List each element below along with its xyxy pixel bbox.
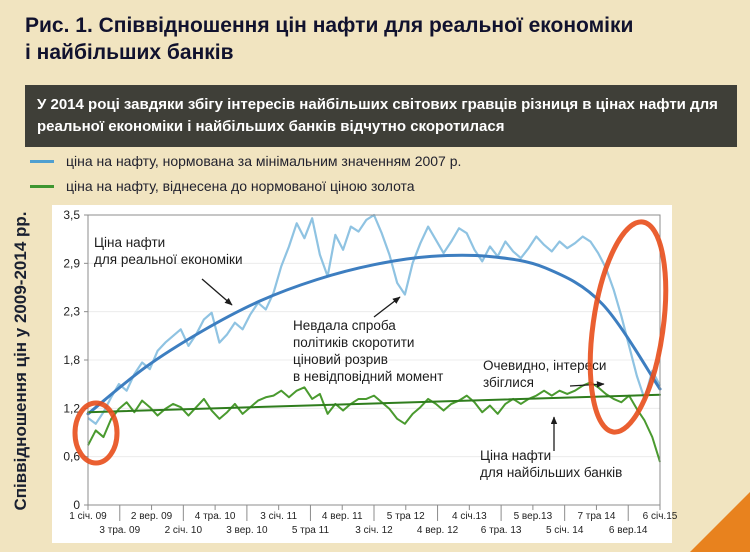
highlight-ellipse	[72, 400, 120, 466]
x-tick-label: 7 тра 14	[577, 511, 615, 522]
highlight-ellipse	[587, 219, 669, 435]
x-tick-label: 5 тра 11	[292, 525, 330, 536]
y-tick-label: 0,6	[63, 450, 80, 464]
figure-title-line1: Рис. 1. Співвідношення цін нафти для реа…	[25, 14, 634, 37]
annotation-arrow	[373, 296, 401, 318]
y-tick-label: 2,3	[63, 305, 80, 319]
legend-item-oil-normalized: ціна на нафту, нормована за мінімальним …	[30, 153, 461, 169]
series-oil-price-normalized-trend	[86, 253, 662, 416]
y-tick-label: 3,5	[63, 208, 80, 222]
subtitle-text: У 2014 році завдяки збігу інтересів найб…	[37, 96, 718, 135]
chart-annotation: Ціна нафти для найбільших банків	[480, 448, 622, 480]
x-tick-label: 3 січ. 11	[260, 511, 297, 522]
legend-label: ціна на нафту, нормована за мінімальним …	[66, 153, 462, 169]
legend-label: ціна на нафту, віднесена до нормованої ц…	[66, 178, 415, 194]
x-tick-label: 3 січ. 12	[355, 525, 393, 536]
x-tick-label: 1 січ. 09	[69, 511, 107, 522]
x-tick-label: 4 січ.13	[452, 511, 487, 522]
x-tick-label: 4 вер. 12	[417, 525, 459, 536]
x-tick-label: 4 тра. 10	[195, 511, 236, 522]
chart-annotation: Невдала спроба політиків скоротити ціновий…	[293, 318, 443, 384]
x-tick-label: 6 тра. 13	[481, 525, 522, 536]
x-tick-label: 5 вер.13	[514, 511, 553, 522]
corner-decoration	[690, 492, 750, 552]
price-ratio-chart: 3,5 2,9 2,3 1,8 1,2 0,6 0 1 січ. 09 3 тра. 09 2 в…	[30, 205, 740, 550]
annotation-arrow	[569, 381, 605, 388]
x-tick-label: 2 вер. 09	[131, 511, 173, 522]
series-oil-price-to-gold-trend	[87, 393, 661, 414]
legend-swatch-green	[30, 184, 54, 188]
x-tick-label: 5 січ. 14	[546, 525, 584, 536]
x-tick-label: 4 вер. 11	[322, 511, 363, 522]
chart-panel	[52, 205, 672, 543]
chart-annotation: Очевидно, інтереси збіглися	[483, 358, 606, 390]
y-tick-label: 0	[73, 498, 80, 512]
figure-title: Рис. 1. Співвідношення цін нафти для реа…	[25, 12, 725, 67]
x-tick-label: 3 вер. 10	[226, 525, 268, 536]
x-tick-label: 6 вер.14	[609, 525, 648, 536]
chart-legend: ціна на нафту, нормована за мінімальним …	[30, 153, 461, 203]
subtitle-box: У 2014 році завдяки збігу інтересів найб…	[25, 85, 737, 147]
y-tick-label: 2,9	[63, 256, 80, 270]
chart-svg: 3,5 2,9 2,3 1,8 1,2 0,6 01 січ. 09 3 тра. 09 2 в…	[52, 205, 678, 543]
annotation-arrow	[201, 278, 233, 306]
figure-title-line2: і найбільших банків	[25, 41, 234, 65]
x-tick-label: 3 тра. 09	[99, 525, 140, 536]
y-tick-label: 1,8	[63, 353, 80, 367]
chart-annotation: Ціна нафти для реальної економіки	[94, 235, 242, 267]
y-tick-label: 1,2	[63, 401, 80, 415]
x-tick-label: 2 січ. 10	[165, 525, 203, 536]
x-tick-label: 5 тра 12	[387, 511, 425, 522]
legend-swatch-blue	[30, 159, 54, 163]
x-tick-label: 6 січ.15	[643, 511, 678, 522]
legend-item-oil-to-gold: ціна на нафту, віднесена до нормованої ц…	[30, 178, 461, 194]
